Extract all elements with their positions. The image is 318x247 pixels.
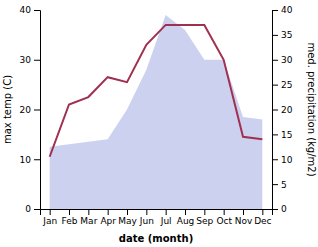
tick: 0 [272, 204, 287, 214]
tick-mark [34, 209, 40, 210]
y2-axis: 0 5 10 15 20 25 30 35 40 [272, 5, 293, 214]
tick-label: Sep [196, 216, 213, 226]
tick: Jul [160, 209, 172, 226]
tick-label: Jun [139, 216, 154, 226]
line [50, 25, 263, 157]
tick: 35 [272, 30, 292, 40]
tick-mark [185, 209, 186, 215]
tick-label: Feb [62, 216, 78, 226]
tick-mark [272, 184, 278, 185]
y-axis-title: max temp (C) [2, 75, 13, 144]
tick: 10 [272, 155, 293, 165]
tick-mark [34, 110, 40, 111]
tick-label: 20 [281, 105, 293, 115]
tick: Apr [100, 209, 116, 226]
tick-label: Nov [235, 216, 253, 226]
tick-label: 30 [281, 55, 293, 65]
tick-label: 40 [20, 5, 32, 15]
tick-label: 0 [25, 204, 31, 214]
tick-mark [34, 60, 40, 61]
plot: Jan FebMarAprMayJun Jul AugSepOctNovDec 0 10 2… [2, 5, 317, 244]
tick-label: 15 [281, 130, 292, 140]
tick-mark [204, 209, 205, 215]
tick: Oct [216, 209, 232, 226]
tick-mark [34, 10, 40, 11]
tick: 5 [272, 180, 287, 190]
tick: 0 [25, 204, 40, 214]
tick-label: 10 [20, 155, 32, 165]
tick-mark [272, 10, 278, 11]
tick: 40 [272, 5, 293, 15]
axis-line [41, 210, 273, 216]
tick-label: Jul [160, 216, 172, 226]
tick: Sep [196, 209, 213, 226]
tick-label: 25 [281, 80, 292, 90]
tick-label: 5 [281, 180, 287, 190]
tick-mark [166, 209, 167, 215]
tick-mark [127, 209, 128, 215]
tick: Feb [62, 209, 78, 226]
axis-line [34, 11, 41, 210]
tick-mark [272, 35, 278, 36]
y2-axis-title: med. precipitation (kg/m2) [306, 42, 317, 176]
tick-mark [243, 209, 244, 215]
tick-label: 10 [281, 155, 293, 165]
tick-label: 0 [281, 204, 287, 214]
tick: Mar [80, 209, 97, 226]
tick-mark [272, 60, 278, 61]
y-axis: 0 10 20 30 40 [20, 5, 41, 214]
tick: 40 [20, 5, 40, 15]
area [50, 15, 263, 209]
tick: Jan [42, 209, 57, 226]
axis-line [273, 11, 279, 210]
tick: Aug [177, 209, 195, 226]
tick-label: Dec [254, 216, 271, 226]
tick: Nov [235, 209, 253, 226]
marks [50, 15, 263, 209]
tick-mark [272, 209, 278, 210]
tick: 25 [272, 80, 292, 90]
tick-mark [50, 209, 51, 215]
tick-label: 40 [281, 5, 293, 15]
chart: Jan FebMarAprMayJun Jul AugSepOctNovDec 0 10 2… [0, 0, 318, 247]
x-axis-title: date (month) [119, 233, 193, 244]
tick-label: Mar [80, 216, 97, 226]
tick: May [118, 209, 137, 226]
tick: 10 [20, 155, 40, 165]
tick-mark [224, 209, 225, 215]
tick-mark [146, 209, 147, 215]
tick-mark [34, 159, 40, 160]
tick-label: Aug [177, 216, 195, 226]
tick-mark [272, 134, 278, 135]
tick-mark [272, 159, 278, 160]
tick-label: 20 [20, 105, 32, 115]
tick: 15 [272, 130, 292, 140]
tick-mark [108, 209, 109, 215]
tick: Dec [254, 209, 271, 226]
tick-mark [88, 209, 89, 215]
tick-label: Oct [216, 216, 232, 226]
tick: 20 [20, 105, 40, 115]
tick-label: 30 [20, 55, 32, 65]
tick: Jun [139, 209, 154, 226]
x-axis: Jan FebMarAprMayJun Jul AugSepOctNovDec [41, 209, 273, 226]
tick-label: Jan [42, 216, 57, 226]
tick-mark [272, 110, 278, 111]
tick: 30 [272, 55, 293, 65]
tick-label: Apr [100, 216, 116, 226]
tick-mark [69, 209, 70, 215]
tick-mark [272, 85, 278, 86]
tick-label: 35 [281, 30, 292, 40]
tick: 20 [272, 105, 293, 115]
tick-label: May [118, 216, 137, 226]
tick-mark [262, 209, 263, 215]
tick: 30 [20, 55, 40, 65]
